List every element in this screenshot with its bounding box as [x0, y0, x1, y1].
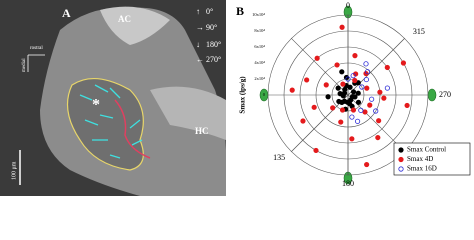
data-point — [313, 147, 319, 154]
sem-tissue-light — [150, 86, 226, 140]
legend-box — [393, 142, 471, 176]
data-point — [350, 73, 356, 79]
data-point — [363, 76, 369, 83]
data-point — [364, 85, 370, 91]
data-point — [400, 60, 407, 66]
data-point — [369, 96, 375, 102]
data-point — [349, 94, 356, 100]
data-point — [339, 24, 345, 30]
data-point — [373, 108, 379, 114]
data-point — [349, 114, 355, 120]
r-tick-label: 2x10⁴ — [254, 76, 265, 81]
scale-bar-label: 100 μm — [11, 161, 17, 180]
legend-label: Smax 4D — [407, 155, 433, 163]
data-point — [330, 105, 336, 111]
data-point — [364, 161, 370, 168]
data-point — [339, 69, 345, 75]
y-axis-title: Smax (lps/g) — [239, 76, 247, 114]
legend-text: 270° — [206, 55, 221, 64]
data-point — [367, 102, 373, 108]
r-tick-label: 10x10⁴ — [252, 12, 265, 17]
data-point — [355, 90, 361, 96]
panel-label: A — [62, 6, 71, 20]
direction-arrows — [79, 84, 143, 159]
legend-arrow: ← — [196, 55, 204, 64]
figure: A AC HC * rostral medial 100 μm ↑ → ↓ ← … — [0, 0, 471, 196]
data-point — [289, 87, 295, 93]
data-point — [350, 107, 357, 113]
legend-text: 180° — [206, 40, 221, 49]
legend-marker — [398, 156, 404, 163]
r-tick-label: 6x10⁴ — [254, 44, 265, 49]
legend-arrow: ↓ — [196, 40, 200, 49]
data-point — [350, 89, 357, 95]
angle-label: 180 — [342, 179, 354, 188]
data-point — [352, 77, 358, 84]
data-point — [363, 61, 369, 67]
angle-label: 315 — [413, 27, 425, 36]
sem-tissue-light — [100, 6, 170, 45]
angle-label: 135 — [273, 153, 285, 162]
data-point — [364, 69, 371, 75]
data-point — [334, 62, 340, 68]
legend-arrow: → — [196, 23, 204, 32]
data-point — [376, 118, 382, 124]
legend-text: 0° — [206, 7, 213, 16]
orientation-label: medial — [22, 58, 27, 72]
data-point — [354, 118, 361, 124]
data-point — [349, 136, 355, 142]
data-point — [347, 84, 353, 90]
legend-label: Smax 16D — [407, 165, 437, 173]
orientation-label: rostral — [30, 46, 43, 51]
legend-text: 90° — [206, 23, 217, 32]
legend-marker — [398, 166, 404, 172]
region-label: HC — [195, 126, 209, 136]
data-point — [384, 85, 390, 91]
data-point — [381, 95, 387, 101]
region-outline — [66, 77, 144, 171]
data-point — [338, 119, 344, 125]
data-point — [375, 134, 381, 141]
r-tick-label: 8x10⁴ — [254, 28, 265, 33]
data-point — [377, 89, 383, 95]
asterisk: * — [92, 97, 100, 114]
data-point — [345, 76, 351, 82]
data-point — [311, 104, 317, 110]
panel-label: B — [236, 4, 244, 18]
data-point — [404, 102, 410, 109]
angle-label: 270 — [439, 90, 451, 99]
legend-marker — [398, 147, 404, 153]
data-point — [341, 90, 348, 96]
bundle-icon — [427, 88, 437, 102]
data-point — [340, 81, 346, 87]
r-tick-label: 0 — [263, 92, 266, 97]
legend-arrow: ↑ — [196, 7, 200, 16]
data-point — [300, 118, 306, 124]
data-point — [304, 77, 310, 83]
data-point — [335, 85, 341, 91]
spoke — [291, 38, 405, 152]
angle-label: 0 — [346, 1, 350, 10]
data-point — [384, 64, 390, 71]
data-point — [339, 107, 346, 113]
data-point — [355, 99, 362, 105]
data-point — [344, 99, 350, 105]
reversal-line — [114, 99, 151, 159]
region-label: AC — [118, 14, 131, 24]
data-point — [339, 99, 345, 105]
data-point — [359, 84, 365, 90]
data-point — [314, 55, 320, 61]
data-point — [352, 53, 358, 59]
legend-label: Smax Control — [407, 146, 446, 154]
data-point — [358, 107, 364, 113]
direction-legend: ↑ → ↓ ← 0° 90° 180° 270° — [196, 7, 221, 64]
data-point — [323, 82, 329, 88]
data-point — [325, 94, 331, 100]
r-tick-label: 4x10⁴ — [254, 60, 265, 65]
orientation-axes — [27, 54, 45, 72]
